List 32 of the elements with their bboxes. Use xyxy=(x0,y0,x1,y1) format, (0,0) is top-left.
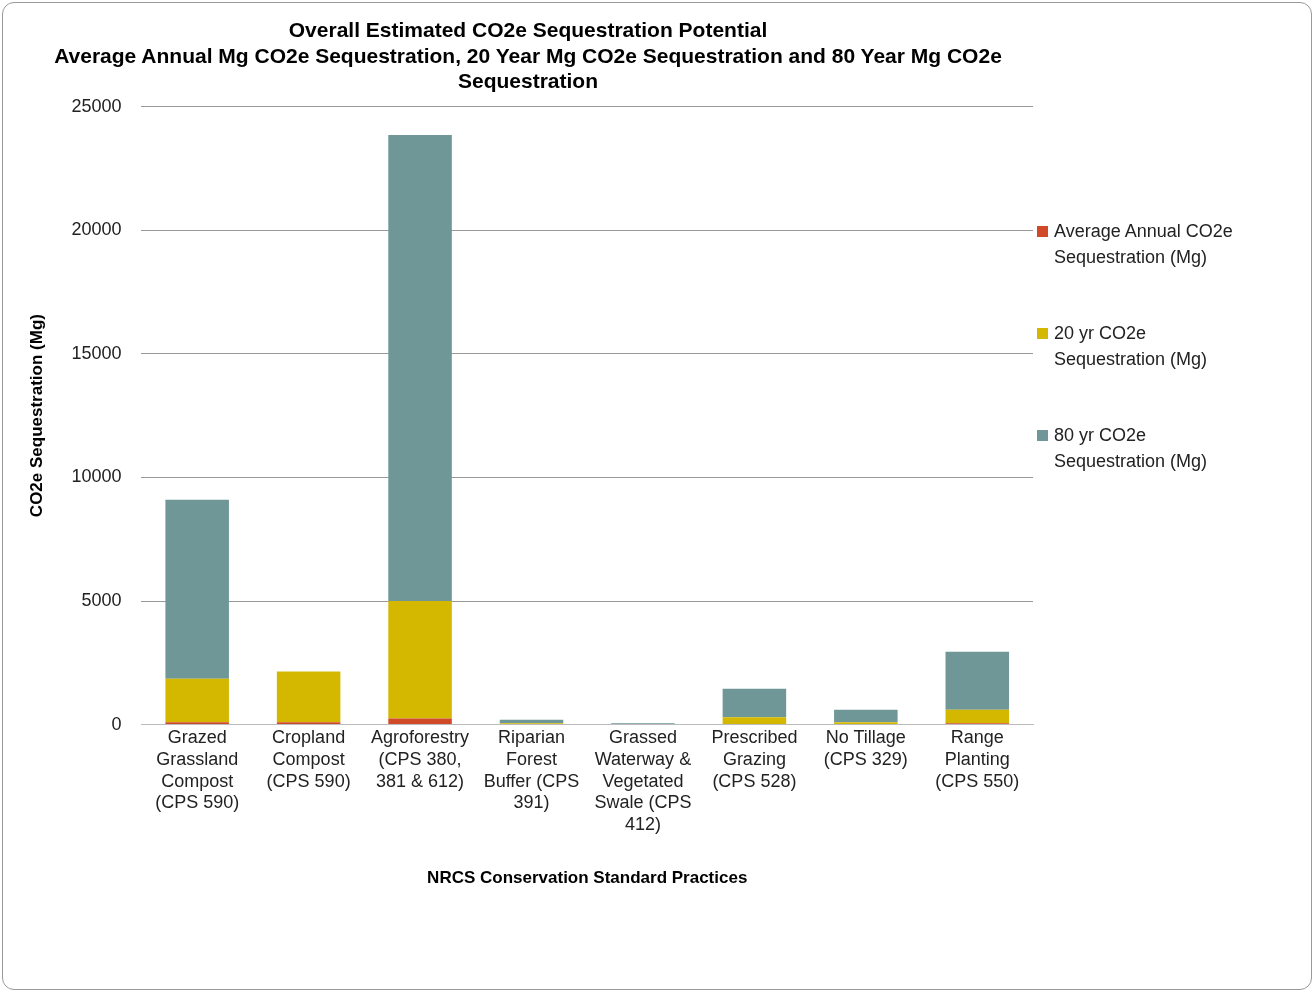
legend-label: Average Annual CO2e Sequestration (Mg) xyxy=(1054,220,1234,269)
y-tick-label: 10000 xyxy=(71,466,122,487)
y-tick-label: 25000 xyxy=(71,95,122,116)
x-tick-label: Grassed Waterway & Vegetated Swale (CPS 412) xyxy=(594,727,692,834)
y-axis-title: CO2e Sequestration (Mg) xyxy=(26,314,46,518)
chart-title: Overall Estimated CO2e Sequestration Potential xyxy=(288,18,768,42)
x-tick-label: Riparian Forest Buffer (CPS 391) xyxy=(483,727,580,813)
bar xyxy=(722,688,787,718)
legend-label: 80 yr CO2e Sequestration (Mg) xyxy=(1054,424,1209,473)
bar xyxy=(722,717,787,725)
bar xyxy=(388,601,452,719)
bar xyxy=(165,678,229,723)
bar xyxy=(388,718,452,725)
bar xyxy=(165,499,229,679)
x-tick-label: Cropland Compost (CPS 590) xyxy=(266,727,351,791)
x-axis-title: NRCS Conservation Standard Practices xyxy=(427,868,748,888)
chart-subtitle: Average Annual Mg CO2e Sequestration, 20 Year Mg CO2e Sequestration and 80 Year Mg CO2e Sequestration xyxy=(54,43,1002,92)
y-tick-label: 15000 xyxy=(71,342,122,363)
legend-label: 20 yr CO2e Sequestration (Mg) xyxy=(1054,322,1209,371)
bar xyxy=(276,671,341,723)
x-tick-label: Grazed Grassland Compost (CPS 590) xyxy=(155,727,240,813)
x-tick-label: Agroforestry (CPS 380, 381 & 612) xyxy=(371,727,470,791)
bar xyxy=(834,709,898,723)
bar xyxy=(945,651,1010,710)
bar xyxy=(388,135,452,601)
y-tick-label: 0 xyxy=(111,713,122,734)
x-tick-label: No Tillage (CPS 329) xyxy=(823,727,908,769)
bar xyxy=(945,709,1010,724)
y-tick-label: 20000 xyxy=(71,219,122,240)
x-tick-label: Range Planting (CPS 550) xyxy=(935,727,1020,791)
x-tick-label: Prescribed Grazing (CPS 528) xyxy=(711,727,798,791)
y-tick-label: 5000 xyxy=(81,589,122,610)
